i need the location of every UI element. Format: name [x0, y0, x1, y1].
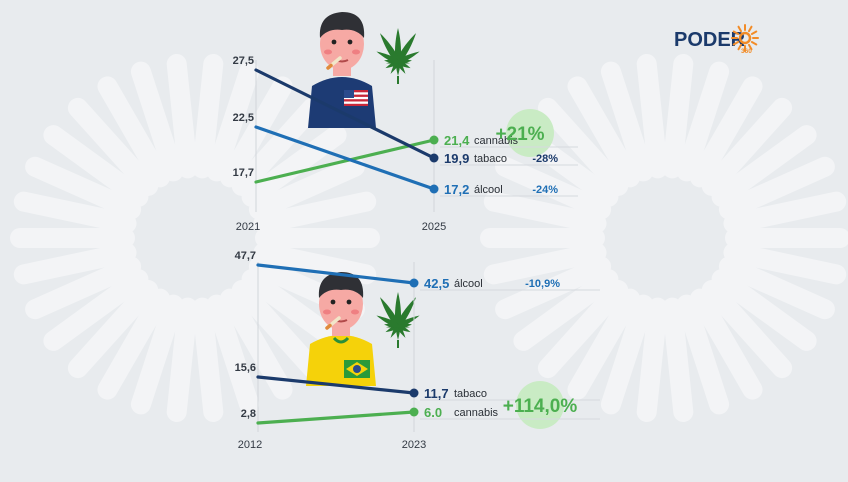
cannabis-leaf-icon: [376, 28, 420, 84]
start-value-label: 22,5: [233, 112, 254, 124]
series-name-label: tabaco: [474, 153, 507, 165]
end-value-label: 19,9: [444, 151, 469, 166]
series-name-label: tabaco: [454, 388, 487, 400]
series-álcool: 22,5 17,2 álcool -24%: [233, 112, 578, 197]
series-line: [254, 125, 436, 191]
highlight-circle: [506, 109, 554, 157]
brand-logo: PODER 360: [674, 24, 759, 55]
background-sunburst-decoration: [10, 54, 848, 422]
man-usa-shirt-icon: [308, 12, 376, 128]
sun-logo-icon: [731, 24, 759, 52]
series-name-label: álcool: [474, 184, 503, 196]
brand-number: 360: [741, 48, 752, 55]
series-line: [254, 68, 436, 160]
end-value-label: 42,5: [424, 276, 449, 291]
start-value-label: 47,7: [235, 250, 256, 262]
series-cannabis: 17,7 21,4 cannabis+21%: [233, 109, 578, 184]
change-label: +114,0%: [503, 396, 578, 417]
data-point: [409, 388, 419, 398]
series-name-label: cannabis: [474, 135, 519, 147]
brand-name: PODER: [674, 29, 746, 51]
change-label: +21%: [495, 124, 544, 145]
start-value-label: 27,5: [233, 55, 254, 67]
end-value-label: 17,2: [444, 182, 469, 197]
x-tick-label: 2012: [238, 439, 262, 451]
start-value-label: 17,7: [233, 167, 254, 179]
cannabis-leaf-icon: [376, 292, 420, 348]
data-point: [409, 278, 419, 288]
highlight-circle: [516, 381, 564, 429]
chart-panel-usa: 2021 2025 17,7 21,4 cannabis+21% 27,5 19,9 taba…: [233, 55, 578, 233]
change-label: -28%: [532, 153, 558, 165]
series-line: [254, 138, 436, 184]
cigarette-icon: [326, 56, 342, 70]
brazil-flag-icon: [344, 360, 370, 378]
end-value-label: 11,7: [424, 386, 449, 401]
series-tabaco: 27,5 19,9 tabaco -28%: [233, 55, 578, 166]
data-point: [409, 407, 419, 417]
end-value-label: 21,4: [444, 133, 470, 148]
us-flag-icon: [344, 90, 368, 106]
start-value-label: 2,8: [241, 408, 256, 420]
series-name-label: álcool: [454, 278, 483, 290]
x-tick-label: 2025: [422, 221, 446, 233]
series-name-label: cannabis: [454, 407, 499, 419]
cigarette-icon: [325, 316, 341, 330]
data-point: [429, 153, 439, 163]
series-álcool: 47,7 42,5 álcool -10,9%: [235, 250, 600, 291]
data-point: [429, 135, 439, 145]
x-tick-label: 2021: [236, 221, 260, 233]
change-label: -10,9%: [525, 278, 560, 290]
series-line: [256, 375, 416, 395]
series-line: [256, 263, 416, 285]
series-cannabis: 2,8 6.0 cannabis +114,0%: [241, 381, 600, 429]
x-tick-label: 2023: [402, 439, 426, 451]
chart-panel-brazil: 2012 2023 47,7 42,5 álcool -10,9% 15,6 11,7 taba…: [235, 250, 600, 451]
data-point: [429, 184, 439, 194]
series-line: [256, 410, 416, 425]
start-value-label: 15,6: [235, 362, 256, 374]
end-value-label: 6.0: [424, 405, 442, 420]
change-label: -24%: [532, 184, 558, 196]
